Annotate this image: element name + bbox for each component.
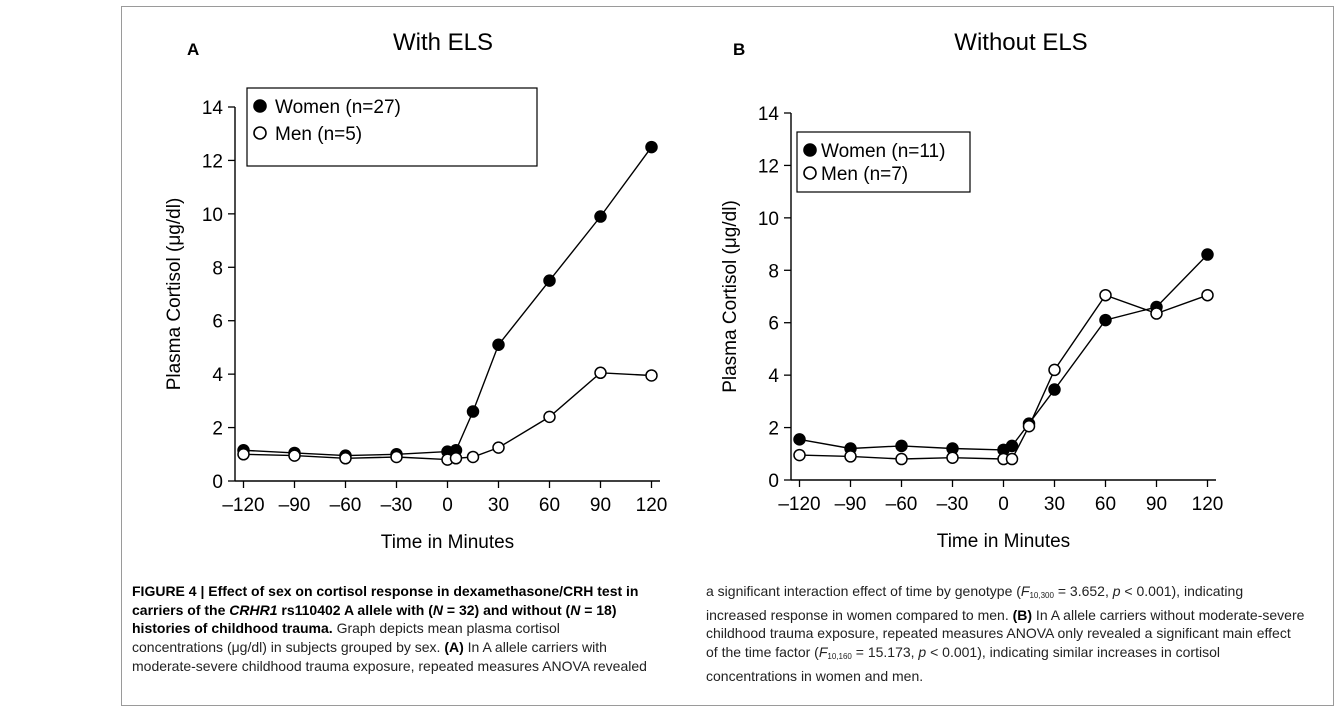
- legend-box: [246, 87, 538, 167]
- x-tick-label: –120: [222, 495, 264, 516]
- chart-panel-b: B Without ELS 0 2 4 6 8 10 12 14 –120 –90 –60 –30 0 30 6…: [720, 29, 1224, 552]
- x-tick-label: –90: [279, 495, 311, 516]
- y-tick-label: 2: [212, 419, 223, 440]
- data-point: [594, 366, 607, 380]
- y-tick-label: 2: [768, 419, 779, 440]
- data-point: [946, 451, 959, 464]
- caption-title: FIGURE 4 | Effect of sex on cortisol res…: [132, 583, 639, 637]
- data-point: [895, 439, 908, 453]
- data-point: [492, 338, 505, 352]
- chart-title: With ELS: [393, 29, 493, 56]
- x-tick-label: 120: [636, 495, 668, 516]
- legend-marker: [803, 143, 817, 157]
- x-tick-label: –120: [778, 494, 820, 515]
- data-point: [449, 452, 463, 465]
- x-tick-label: 90: [590, 495, 611, 516]
- x-axis-label: Time in Minutes: [381, 532, 514, 553]
- x-tick-label: 30: [488, 495, 509, 516]
- y-tick-label: 4: [212, 365, 223, 386]
- y-tick-label: 12: [758, 156, 779, 177]
- y-tick-label: 8: [212, 258, 223, 279]
- legend-label: Women (n=11): [821, 141, 945, 162]
- y-tick-label: 14: [202, 98, 224, 119]
- panel-label: A: [187, 40, 199, 59]
- x-tick-label: 0: [998, 494, 1009, 515]
- data-point: [237, 448, 250, 461]
- y-tick-label: 8: [768, 261, 779, 282]
- x-tick-label: –90: [835, 494, 867, 515]
- panel-label: B: [733, 40, 745, 59]
- y-axis-label: Plasma Cortisol (μg/dl): [164, 198, 185, 391]
- figure-frame: [121, 6, 1334, 706]
- y-tick-label: 10: [202, 205, 223, 226]
- data-point: [1099, 313, 1112, 327]
- chart-panel-a: A With ELS 0 2 4 6 8 10 12 14 –120 –90 –60 –30 0 30 60 90…: [164, 29, 668, 553]
- data-point: [1048, 383, 1061, 396]
- y-tick-label: 0: [212, 472, 223, 493]
- data-point: [1201, 288, 1214, 302]
- data-point: [793, 433, 806, 446]
- data-point: [466, 450, 480, 464]
- data-point: [844, 450, 857, 463]
- legend-marker: [803, 166, 817, 180]
- legend-marker: [253, 99, 267, 113]
- x-axis-label: Time in Minutes: [937, 531, 1070, 552]
- series-line: [799, 254, 1209, 451]
- x-tick-label: 60: [1095, 494, 1116, 515]
- figure-caption-left: FIGURE 4 | Effect of sex on cortisol res…: [132, 583, 647, 674]
- x-tick-label: 60: [539, 495, 560, 516]
- x-tick-label: –30: [937, 494, 969, 515]
- data-point: [339, 452, 352, 465]
- data-point: [645, 140, 658, 154]
- data-point: [1048, 363, 1061, 377]
- data-point: [594, 210, 607, 223]
- figure-caption-right: a significant interaction effect of time…: [706, 583, 1305, 684]
- data-point: [895, 452, 908, 466]
- data-point: [1005, 452, 1019, 466]
- y-tick-label: 0: [768, 471, 779, 492]
- x-tick-label: –60: [886, 494, 918, 515]
- x-tick-label: 120: [1192, 494, 1224, 515]
- series-line: [799, 294, 1208, 460]
- data-point: [1005, 439, 1019, 453]
- data-point: [543, 274, 556, 287]
- data-point: [492, 441, 505, 454]
- x-tick-label: 0: [442, 495, 453, 516]
- legend-marker: [253, 126, 267, 140]
- x-tick-label: –30: [381, 495, 413, 516]
- y-tick-label: 4: [768, 366, 779, 387]
- data-point: [390, 450, 403, 464]
- y-axis-label: Plasma Cortisol (μg/dl): [720, 200, 741, 393]
- data-point: [645, 369, 658, 382]
- y-tick-label: 12: [202, 151, 223, 172]
- series-line: [243, 146, 653, 457]
- data-point: [543, 410, 556, 424]
- legend-box: [796, 131, 971, 193]
- y-tick-label: 10: [758, 209, 779, 230]
- legend-label: Men (n=7): [821, 164, 908, 185]
- data-point: [1150, 307, 1163, 320]
- chart-title: Without ELS: [954, 29, 1087, 56]
- legend-label: Women (n=27): [275, 97, 401, 118]
- y-tick-label: 14: [758, 104, 780, 125]
- y-tick-label: 6: [768, 314, 779, 335]
- x-tick-label: 30: [1044, 494, 1065, 515]
- data-point: [1201, 248, 1214, 261]
- data-point: [793, 448, 806, 462]
- data-point: [1099, 288, 1112, 302]
- y-tick-label: 6: [212, 312, 223, 333]
- x-tick-label: 90: [1146, 494, 1167, 515]
- legend-label: Men (n=5): [275, 124, 362, 145]
- data-point: [288, 449, 301, 462]
- data-point: [466, 405, 480, 418]
- x-tick-label: –60: [330, 495, 362, 516]
- data-point: [1022, 420, 1036, 433]
